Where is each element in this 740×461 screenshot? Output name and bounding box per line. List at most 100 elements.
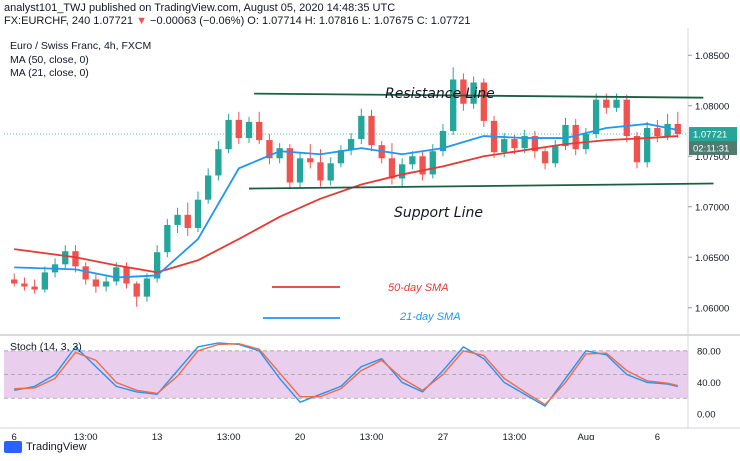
candle-body [164, 224, 171, 253]
candle-body [11, 279, 18, 284]
ma50-line [14, 135, 678, 274]
last-price-badge-text: 1.07721 [693, 130, 727, 141]
candle-body [113, 267, 120, 282]
candle-body [439, 131, 447, 152]
time-tick-label: Aug [577, 432, 594, 440]
price-tick-label: 1.08500 [695, 51, 729, 62]
candle-body [184, 214, 191, 228]
candle-body [460, 79, 467, 104]
candle-body [276, 148, 283, 159]
candle-body [21, 283, 28, 287]
last-price: 1.07721 [93, 15, 134, 27]
price-tick-label: 1.06500 [695, 253, 729, 264]
publish-info: analyst101_TWJ published on TradingView.… [4, 2, 396, 14]
candle-body [388, 158, 396, 179]
countdown-badge-text: 02:11:31 [693, 144, 729, 155]
candle-body [480, 82, 487, 121]
candle-body [623, 99, 630, 137]
tradingview-logo-icon [4, 441, 22, 453]
stoch-tick-label: 40.00 [697, 378, 721, 389]
down-arrow-icon: ▼ [136, 15, 147, 27]
resistance-line [254, 92, 704, 99]
candle-body [215, 149, 222, 176]
price-change: −0.00063 (−0.06%) [150, 15, 245, 27]
candle-body [603, 99, 610, 108]
price-tick-label: 1.08000 [695, 101, 729, 112]
candle-body [31, 286, 38, 290]
time-tick-label: 13:00 [217, 432, 241, 440]
candle-body [419, 156, 426, 175]
candle-body [613, 99, 620, 108]
candle-body [674, 123, 681, 135]
candle-body [654, 127, 661, 137]
candle-body [92, 279, 100, 287]
candle-body [664, 123, 671, 137]
candle-body [398, 164, 406, 179]
candle-body [133, 283, 140, 297]
candle-body [62, 251, 69, 265]
candle-body [633, 136, 641, 163]
stoch-legend: Stoch (14, 3, 3) [10, 341, 82, 353]
candle-body [541, 151, 549, 164]
last-price-badge [689, 127, 737, 142]
candle-body [429, 151, 436, 175]
sma21-annotation: 21-day SMA [399, 311, 461, 323]
time-tick-label: 20 [295, 432, 306, 440]
candle-body [409, 156, 416, 165]
candle-body [205, 175, 212, 200]
candle-body [521, 136, 528, 149]
candle-body [327, 163, 334, 181]
candle-body [347, 139, 355, 151]
time-tick-label: 13:00 [503, 432, 527, 440]
candle-body [531, 136, 539, 152]
candle-body [143, 278, 151, 297]
candle-body [296, 158, 304, 183]
candle-body [225, 119, 232, 150]
countdown-badge [689, 141, 737, 156]
tradingview-brand: TradingView [26, 441, 87, 453]
candle-body [317, 162, 324, 181]
candle-body [235, 119, 242, 139]
candle-body [82, 266, 89, 280]
candle-body [102, 281, 110, 287]
stoch-tick-label: 0.00 [697, 410, 716, 421]
time-tick-label: 6 [655, 432, 660, 440]
tradingview-footer[interactable]: TradingView [4, 441, 87, 453]
time-tick-label: 13 [152, 432, 163, 440]
candle-body [572, 124, 579, 150]
time-tick-label: 13:00 [74, 432, 98, 440]
candle-body [153, 252, 161, 279]
ma50-legend: MA (50, close, 0) [10, 54, 89, 66]
candle-body [41, 272, 49, 290]
price-tick-label: 1.07000 [695, 202, 729, 213]
candle-body [72, 251, 79, 267]
candle-body [337, 150, 345, 164]
candle-body [368, 115, 375, 146]
ohlc-values: O: 1.07714 H: 1.07816 L: 1.07675 C: 1.07… [247, 15, 471, 27]
price-tick-label: 1.06000 [695, 303, 729, 314]
symbol-prefix: FX:EURCHF, 240 [4, 15, 91, 27]
candle-body [286, 148, 294, 183]
candle-body [470, 82, 477, 104]
sma50-annotation: 50-day SMA [388, 282, 449, 294]
candle-body [245, 121, 253, 139]
ma21-line [14, 123, 678, 279]
candle-body [643, 127, 651, 163]
resistance-annotation: Resistance Line [385, 86, 495, 102]
chart-canvas[interactable]: 1.06000 1.06500 1.07000 1.07500 1.08000 1.085… [0, 28, 740, 440]
candle-body [501, 139, 508, 153]
candle-body [562, 124, 569, 147]
ma21-legend: MA (21, close, 0) [10, 67, 89, 79]
candle-body [307, 158, 314, 163]
time-tick-label: 27 [438, 432, 449, 440]
stoch-tick-label: 80.00 [697, 346, 721, 357]
support-line [249, 182, 714, 190]
candle-body [256, 121, 263, 141]
price-tick-label: 1.07500 [695, 152, 729, 163]
candle-body [511, 139, 518, 149]
candle-body [552, 146, 559, 164]
candle-body [123, 267, 130, 284]
support-annotation: Support Line [394, 205, 483, 221]
candle-body [194, 199, 202, 228]
time-tick-label: 6 [12, 432, 17, 440]
